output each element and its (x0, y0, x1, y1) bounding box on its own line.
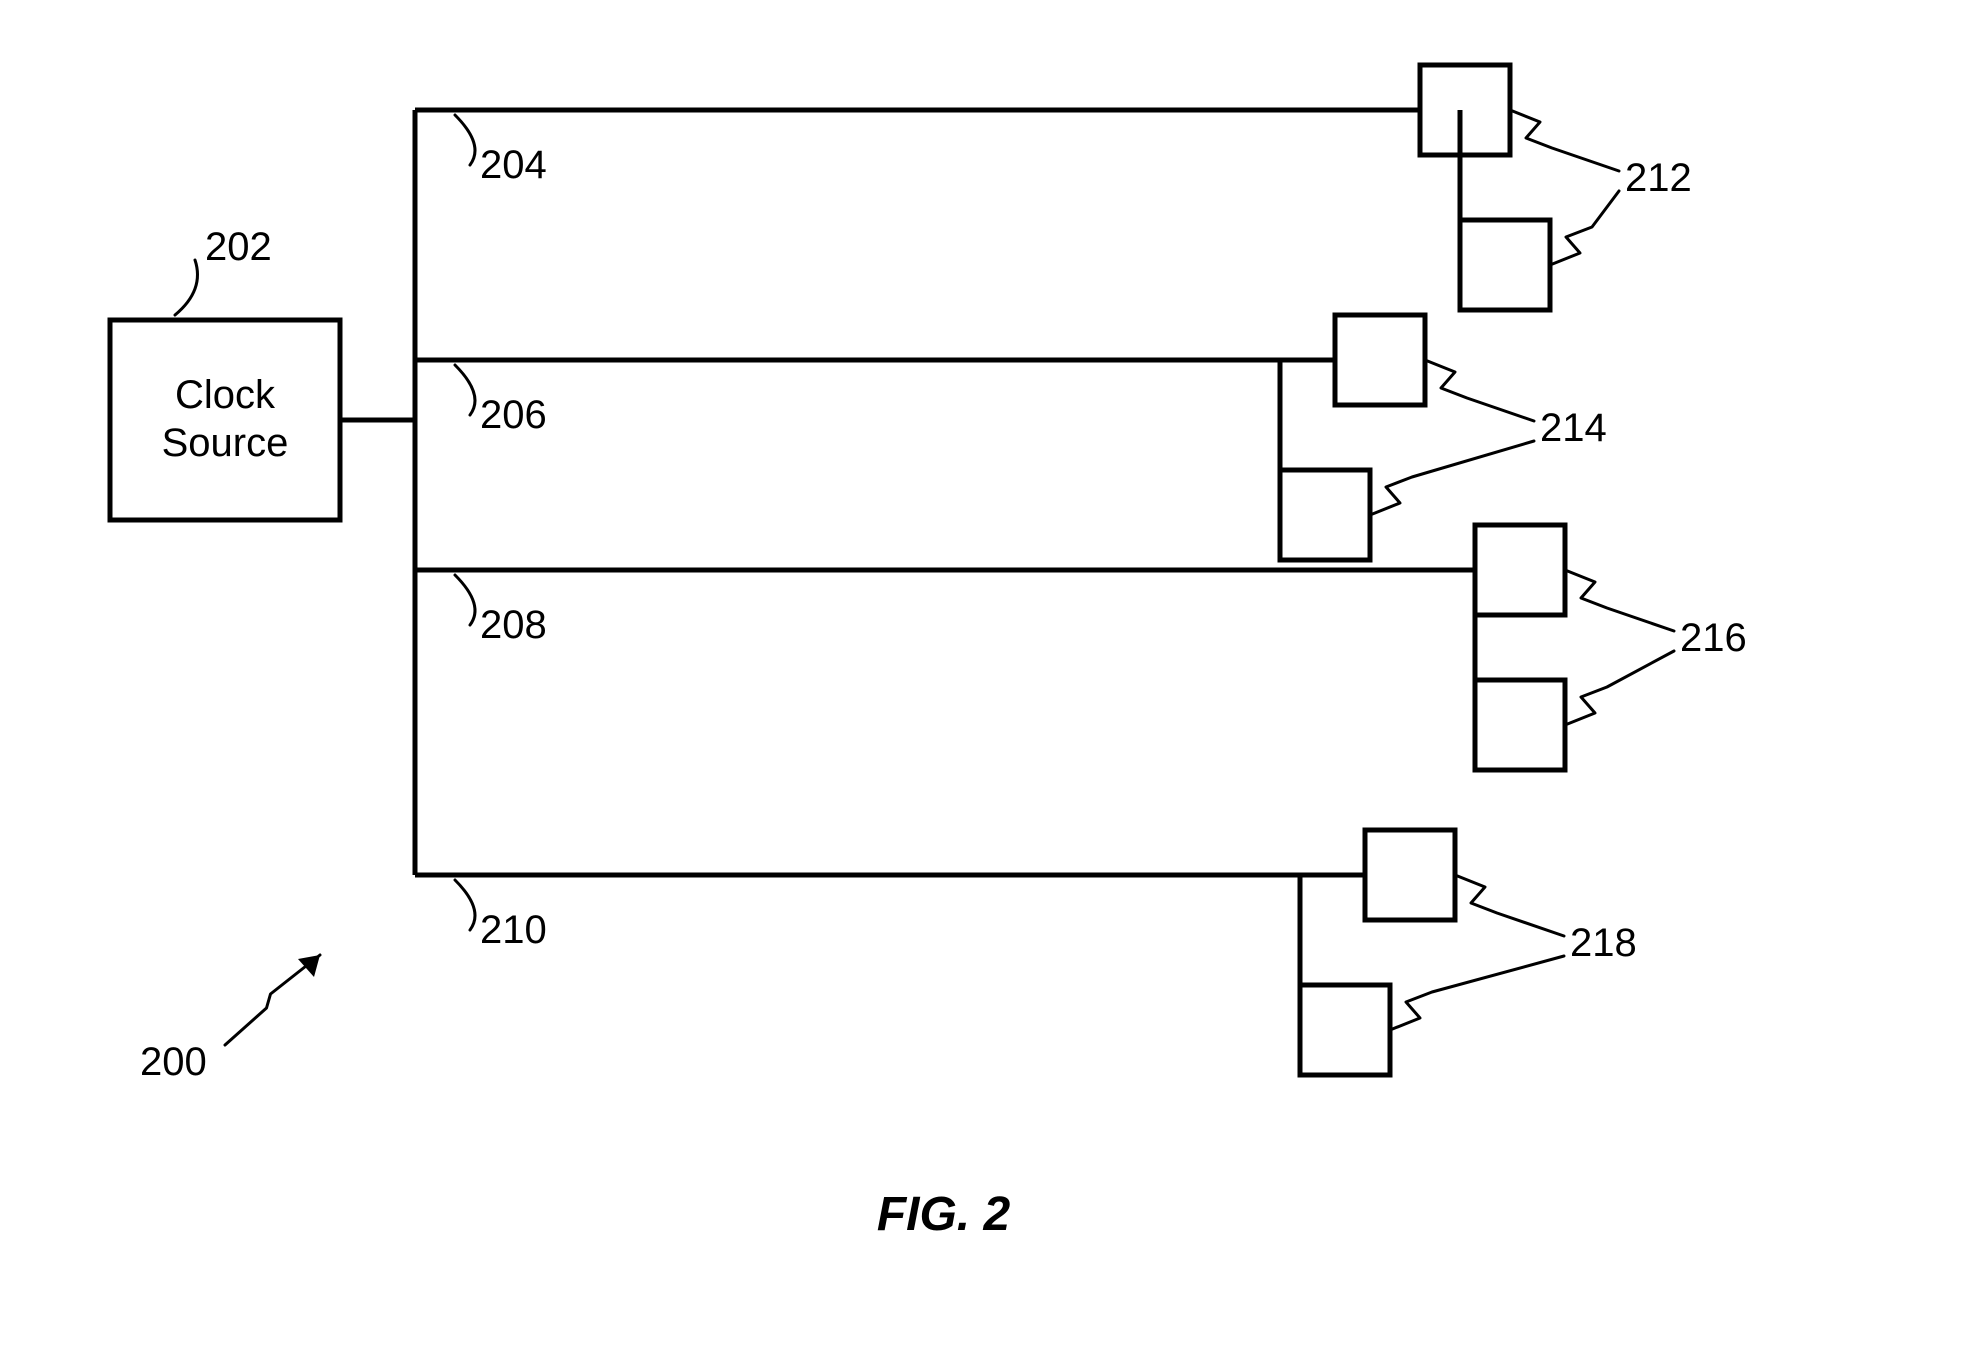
ref-210-leader (455, 880, 475, 930)
clock-source-box (110, 320, 340, 520)
brace-216-top (1565, 570, 1674, 631)
ref-214-label: 214 (1540, 406, 1607, 450)
brace-218-bot (1390, 956, 1564, 1030)
brace-212-top (1510, 110, 1619, 171)
sink-212-top (1420, 65, 1510, 155)
sink-212-bot (1460, 220, 1550, 310)
ref-206-label: 206 (480, 393, 547, 437)
ref-202-label: 202 (205, 225, 272, 269)
sink-216-top (1475, 525, 1565, 615)
brace-214-top (1425, 360, 1534, 421)
brace-218-top (1455, 875, 1564, 936)
sink-218-top (1365, 830, 1455, 920)
ref-208-label: 208 (480, 603, 547, 647)
sink-214-top (1335, 315, 1425, 405)
brace-216-bot (1565, 651, 1674, 725)
clock-source-label-1: Clock (175, 373, 276, 417)
clock-source-label-2: Source (162, 421, 289, 465)
sink-214-bot (1280, 470, 1370, 560)
ref-210-label: 210 (480, 908, 547, 952)
ref-216-label: 216 (1680, 616, 1747, 660)
ref-208-leader (455, 575, 475, 625)
ref-218-label: 218 (1570, 921, 1637, 965)
ref-200-arrowhead (298, 955, 320, 977)
ref-202-leader (175, 260, 198, 315)
ref-200-label: 200 (140, 1040, 207, 1084)
ref-212-label: 212 (1625, 156, 1692, 200)
ref-204-label: 204 (480, 143, 547, 187)
sink-218-bot (1300, 985, 1390, 1075)
sink-216-bot (1475, 680, 1565, 770)
figure-title: FIG. 2 (877, 1188, 1011, 1241)
brace-214-bot (1370, 441, 1534, 515)
ref-200-arrow-shaft (225, 955, 320, 1045)
ref-206-leader (455, 365, 475, 415)
ref-204-leader (455, 115, 475, 165)
brace-212-bot (1550, 191, 1619, 265)
